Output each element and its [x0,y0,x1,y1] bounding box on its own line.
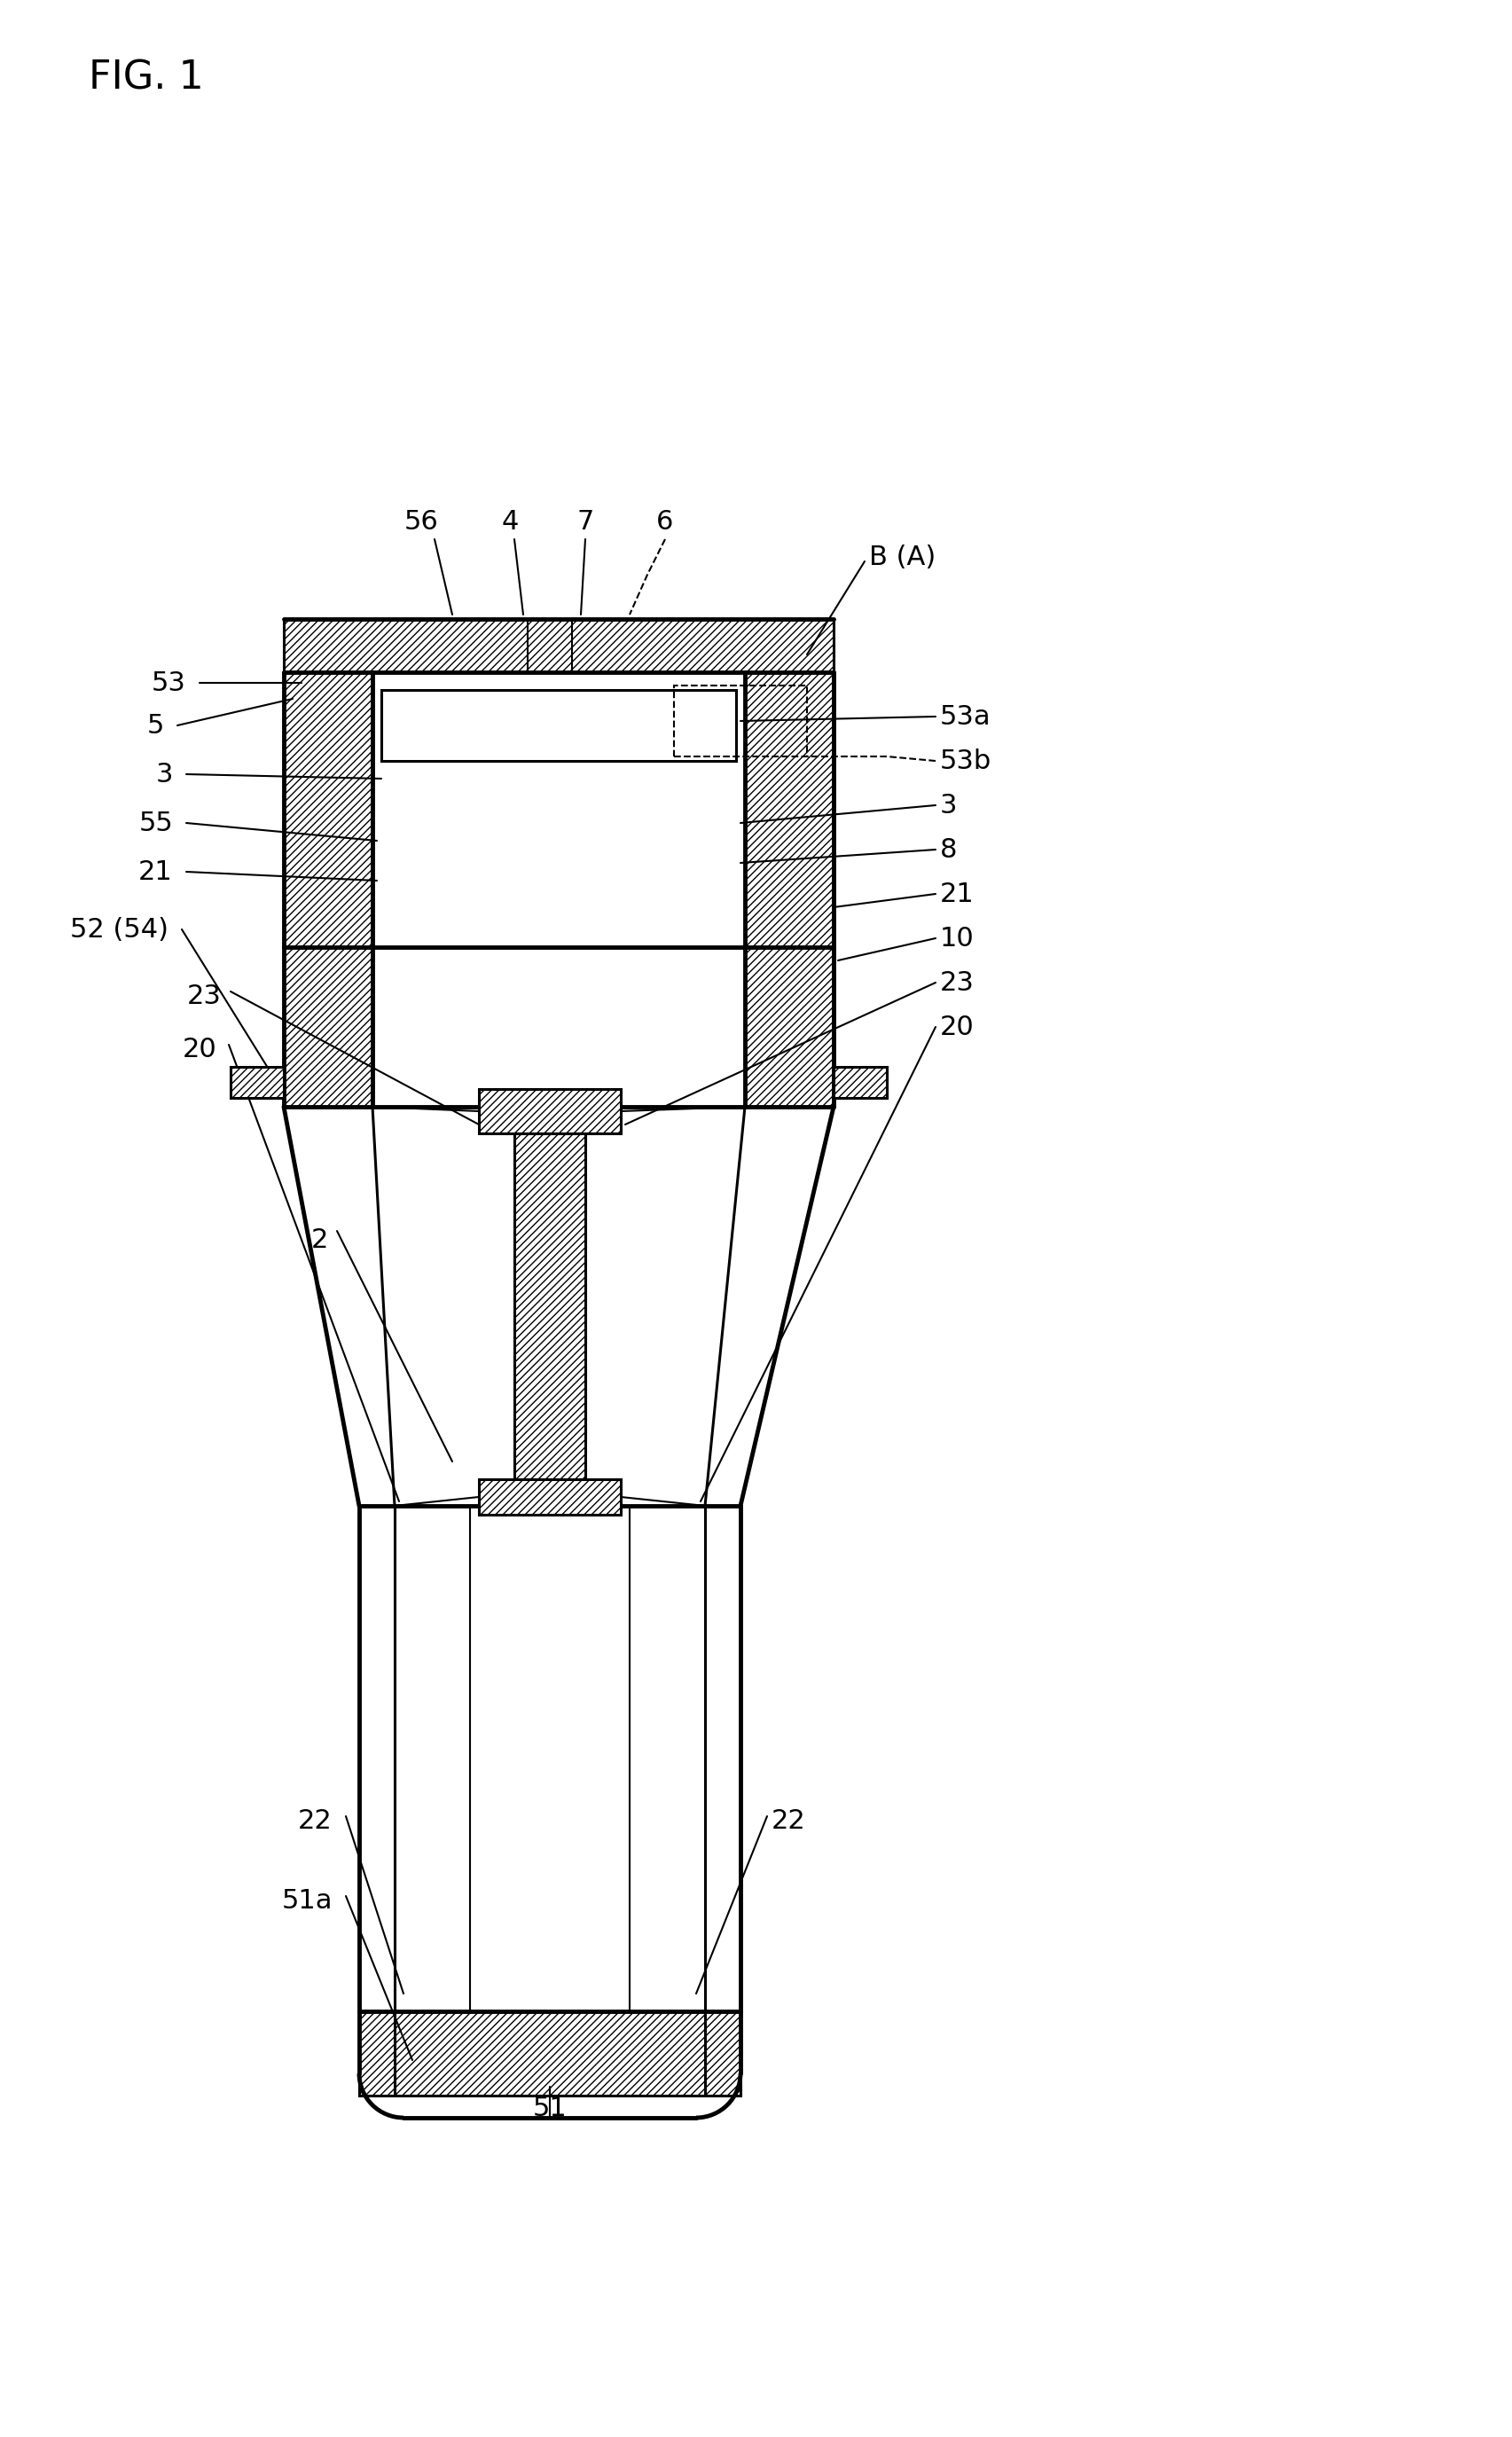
Bar [372,948,745,1106]
Text: 51: 51 [532,2096,567,2123]
Bar [284,948,372,1106]
Bar [381,690,736,760]
Text: 3: 3 [156,760,172,787]
Text: 21: 21 [139,858,172,885]
Text: 2: 2 [311,1226,328,1253]
Text: 22: 22 [771,1808,806,1833]
Bar [479,1089,621,1133]
Text: FIG. 1: FIG. 1 [89,58,204,97]
Bar [360,2011,741,2096]
Bar [284,673,372,948]
Text: 51a: 51a [281,1889,333,1913]
Text: 23: 23 [187,982,222,1009]
Text: 52 (54): 52 (54) [70,916,168,943]
Text: 56: 56 [404,509,438,534]
Text: 53b: 53b [940,748,992,775]
Text: 20: 20 [940,1014,974,1041]
Text: 5: 5 [147,712,165,738]
Text: 3: 3 [940,792,957,819]
Bar [514,1133,585,1479]
Text: 23: 23 [940,970,975,994]
Text: 7: 7 [576,509,594,534]
Text: 10: 10 [940,926,974,950]
Bar [745,673,833,948]
Text: 20: 20 [183,1036,218,1063]
Text: 53a: 53a [940,704,990,729]
Bar [284,619,833,673]
Bar [230,1067,284,1099]
Bar [674,685,807,755]
Text: 53: 53 [151,670,186,695]
Bar [745,948,833,1106]
Text: 55: 55 [139,809,172,836]
Bar [479,1479,621,1516]
Text: 21: 21 [940,882,974,907]
Bar [833,1067,888,1099]
Bar [372,673,745,948]
Text: 4: 4 [502,509,519,534]
Text: B (A): B (A) [869,543,936,570]
Text: 6: 6 [656,509,674,534]
Text: 8: 8 [940,836,957,863]
Text: 22: 22 [298,1808,333,1833]
